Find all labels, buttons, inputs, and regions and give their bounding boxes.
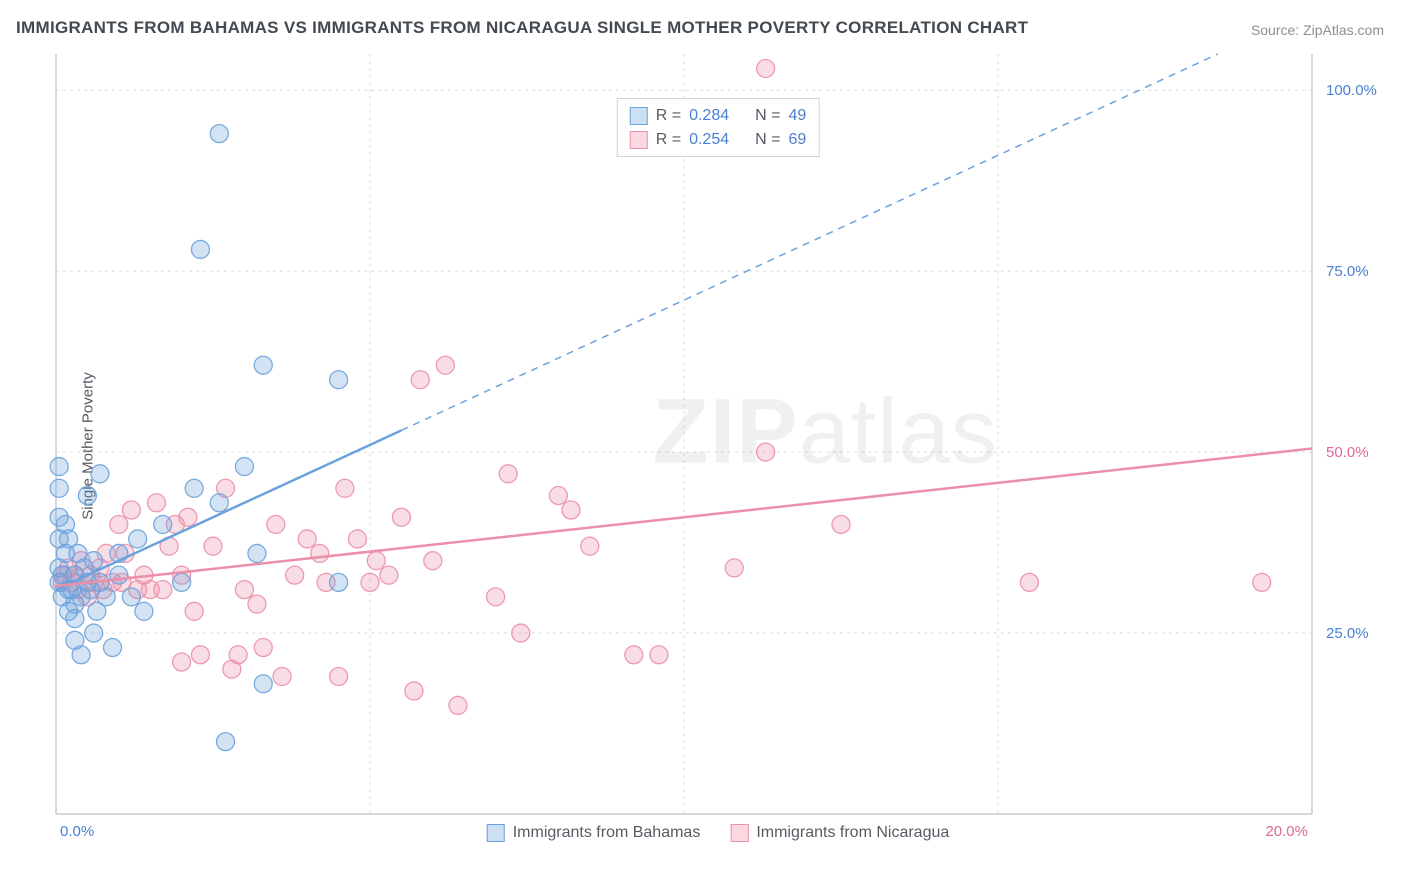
legend-label: Immigrants from Bahamas bbox=[513, 824, 701, 842]
legend-series: Immigrants from Bahamas Immigrants from … bbox=[487, 824, 950, 842]
legend-correlation: R = 0.284 N = 49 R = 0.254 N = 69 bbox=[617, 98, 820, 157]
svg-text:75.0%: 75.0% bbox=[1326, 263, 1369, 280]
chart-svg: 25.0% 50.0% 75.0% 100.0% 0.0% 20.0% bbox=[48, 48, 1388, 848]
n-value: 49 bbox=[788, 104, 806, 128]
r-value: 0.254 bbox=[689, 128, 729, 152]
chart-title: IMMIGRANTS FROM BAHAMAS VS IMMIGRANTS FR… bbox=[16, 18, 1028, 38]
svg-text:100.0%: 100.0% bbox=[1326, 82, 1377, 99]
n-value: 69 bbox=[788, 128, 806, 152]
legend-item: Immigrants from Nicaragua bbox=[730, 824, 949, 842]
legend-item: Immigrants from Bahamas bbox=[487, 824, 701, 842]
square-icon bbox=[630, 107, 648, 125]
source-label: Source: ZipAtlas.com bbox=[1251, 22, 1384, 38]
r-label: R = bbox=[656, 128, 681, 152]
svg-text:25.0%: 25.0% bbox=[1326, 625, 1369, 642]
square-icon bbox=[730, 824, 748, 842]
legend-label: Immigrants from Nicaragua bbox=[756, 824, 949, 842]
r-value: 0.284 bbox=[689, 104, 729, 128]
svg-text:50.0%: 50.0% bbox=[1326, 444, 1369, 461]
r-label: R = bbox=[656, 104, 681, 128]
n-label: N = bbox=[755, 104, 780, 128]
legend-row: R = 0.284 N = 49 bbox=[630, 104, 807, 128]
svg-text:20.0%: 20.0% bbox=[1265, 823, 1308, 840]
svg-text:0.0%: 0.0% bbox=[60, 823, 94, 840]
legend-row: R = 0.254 N = 69 bbox=[630, 128, 807, 152]
square-icon bbox=[630, 131, 648, 149]
square-icon bbox=[487, 824, 505, 842]
plot-area: 25.0%50.0%75.0%100.0%0.0%20.0% ZIPatlas … bbox=[48, 48, 1388, 848]
n-label: N = bbox=[755, 128, 780, 152]
